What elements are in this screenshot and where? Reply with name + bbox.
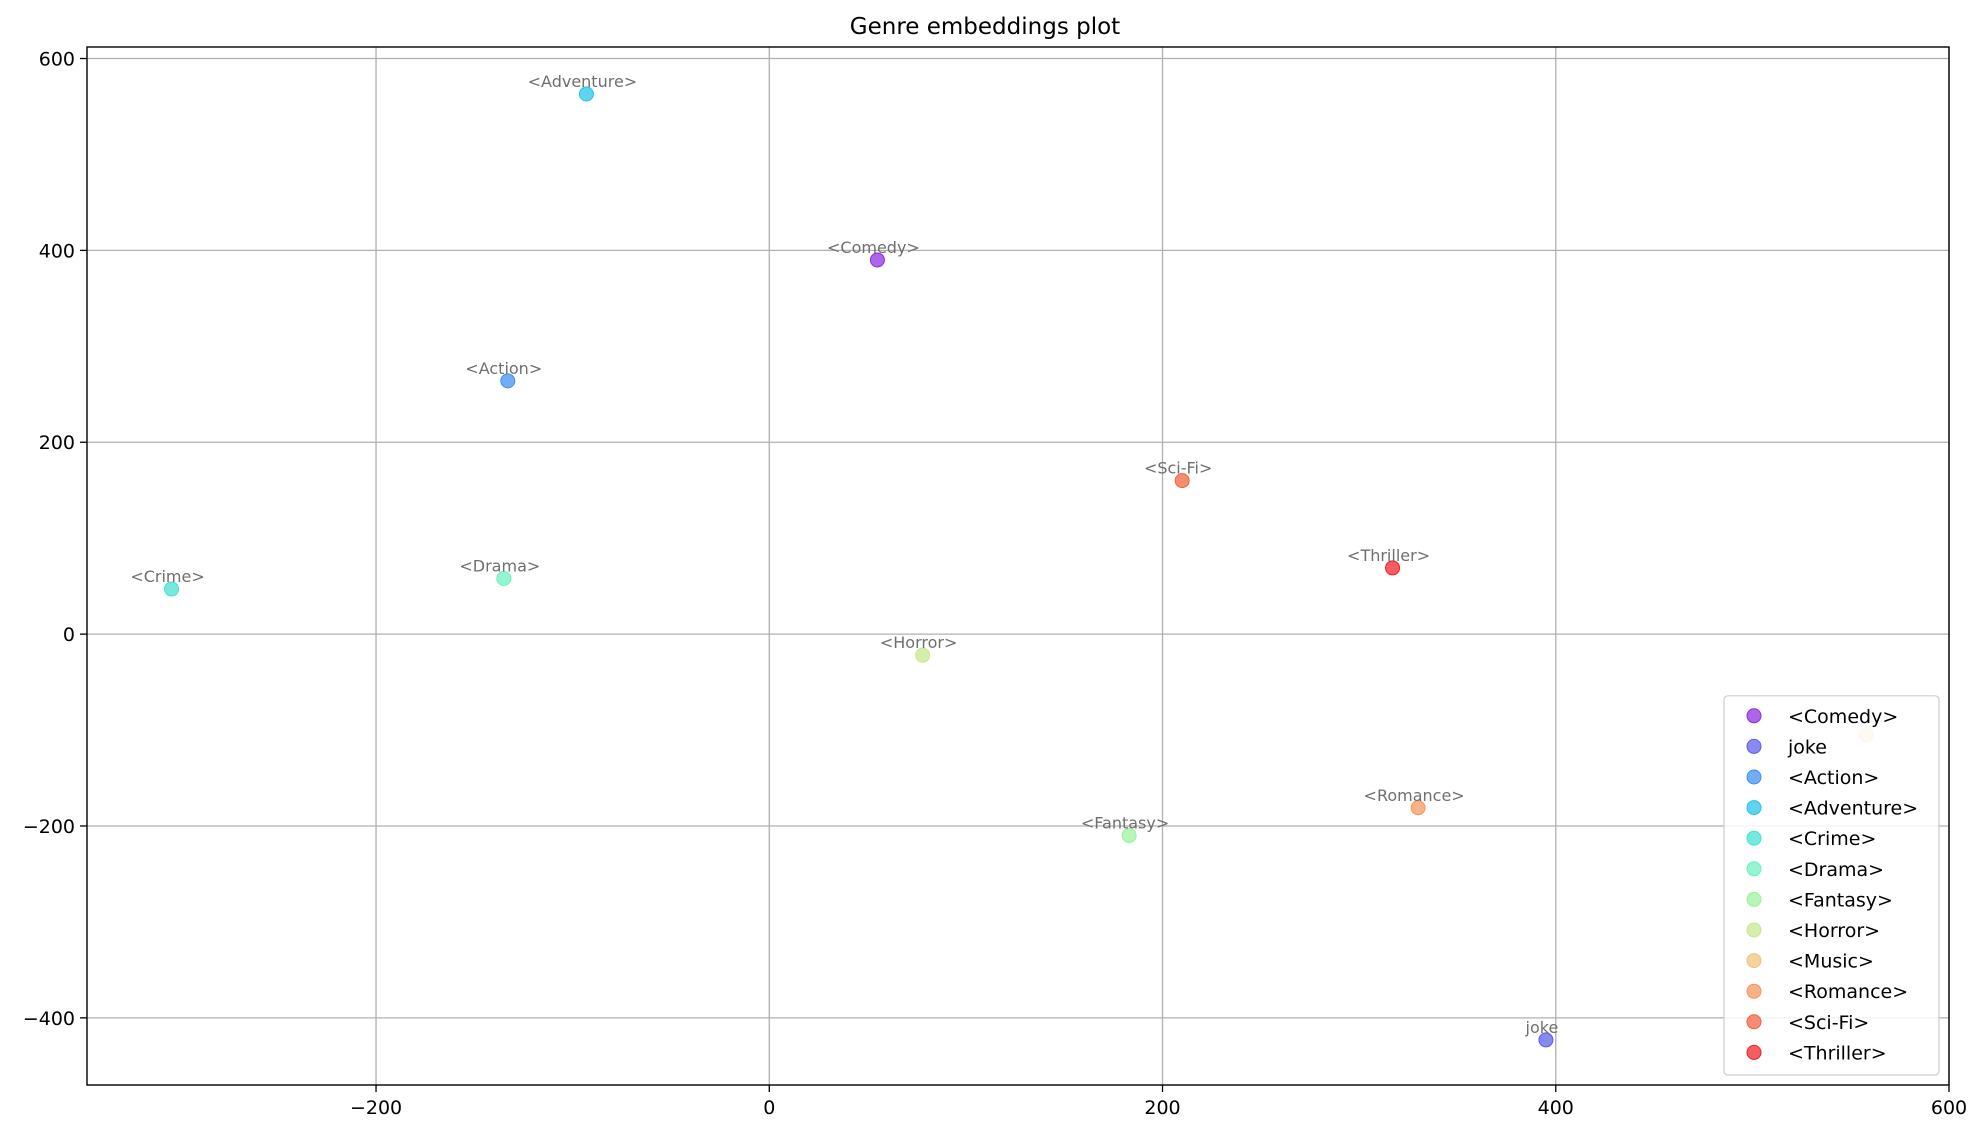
legend-marker	[1746, 861, 1762, 877]
point-label: <Comedy>	[827, 238, 920, 257]
legend-marker	[1746, 769, 1762, 785]
plot-frame	[86, 46, 1950, 1086]
x-tick-label: 200	[1144, 1097, 1180, 1119]
y-tick-label: 200	[39, 432, 75, 454]
point-label: <Romance>	[1364, 786, 1465, 805]
legend-entry: <Comedy>	[1788, 706, 1898, 728]
grid-lines	[87, 47, 1950, 1085]
point-label: joke	[1525, 1018, 1559, 1037]
point-label: <Action>	[465, 359, 542, 378]
data-point	[1410, 800, 1426, 816]
legend-entry: <Romance>	[1788, 981, 1908, 1003]
point-label: <Adventure>	[528, 72, 638, 91]
data-point	[164, 581, 180, 597]
legend: <Comedy> joke <Action> <Adventure> <Crime> <D…	[1723, 695, 1940, 1076]
x-tick-label: −200	[350, 1097, 402, 1119]
legend-marker	[1746, 738, 1762, 754]
legend-marker	[1746, 800, 1762, 816]
data-point	[915, 647, 931, 663]
data-point	[1538, 1032, 1554, 1048]
legend-entry: <Drama>	[1788, 859, 1884, 881]
point-label: <Crime>	[130, 567, 204, 586]
chart-title: Genre embeddings plot	[850, 14, 1120, 40]
data-point	[1385, 560, 1401, 576]
legend-entry: <Thriller>	[1788, 1042, 1887, 1064]
legend-entry: <Action>	[1788, 767, 1879, 789]
legend-marker	[1746, 1044, 1762, 1060]
y-tick-label: 0	[63, 624, 75, 646]
legend-marker	[1746, 953, 1762, 969]
legend-marker	[1746, 891, 1762, 907]
point-label: <Thriller>	[1347, 546, 1430, 565]
legend-entry: <Music>	[1788, 951, 1874, 973]
x-tick-label: 400	[1538, 1097, 1574, 1119]
point-label: <Fantasy>	[1081, 814, 1169, 833]
legend-marker	[1746, 922, 1762, 938]
legend-entry: <Horror>	[1788, 920, 1880, 942]
legend-entry: <Crime>	[1788, 828, 1876, 850]
data-point	[1121, 828, 1137, 844]
data-point	[869, 252, 885, 268]
point-label: <Sci-Fi>	[1144, 459, 1212, 478]
legend-entry: <Sci-Fi>	[1788, 1012, 1869, 1034]
point-label: <Horror>	[880, 633, 958, 652]
point-label: <Drama>	[459, 556, 540, 575]
y-tick-label: 600	[39, 49, 75, 71]
point-labels: <Comedy> joke <Action> <Adventure> <Crime> <D…	[130, 72, 1558, 1037]
legend-marker	[1746, 708, 1762, 724]
data-point	[1174, 473, 1190, 489]
data-point	[500, 373, 516, 389]
data-points	[164, 86, 1874, 1048]
x-tick-label: 0	[763, 1097, 775, 1119]
legend-entry: joke	[1787, 736, 1827, 758]
legend-entry: <Fantasy>	[1788, 889, 1893, 911]
legend-marker	[1746, 983, 1762, 999]
y-tick-label: −200	[23, 816, 75, 838]
legend-entry: <Adventure>	[1788, 798, 1918, 820]
y-tick-label: 400	[39, 240, 75, 262]
data-point	[496, 570, 512, 586]
legend-marker	[1746, 830, 1762, 846]
legend-marker	[1746, 1014, 1762, 1030]
data-point	[578, 86, 594, 102]
axis-ticks: −200 0 200 400 600 −400 −200 0 200 400 600	[23, 49, 1967, 1119]
legend-box	[1723, 695, 1940, 1076]
y-tick-label: −400	[23, 1008, 75, 1030]
x-tick-label: 600	[1931, 1097, 1967, 1119]
